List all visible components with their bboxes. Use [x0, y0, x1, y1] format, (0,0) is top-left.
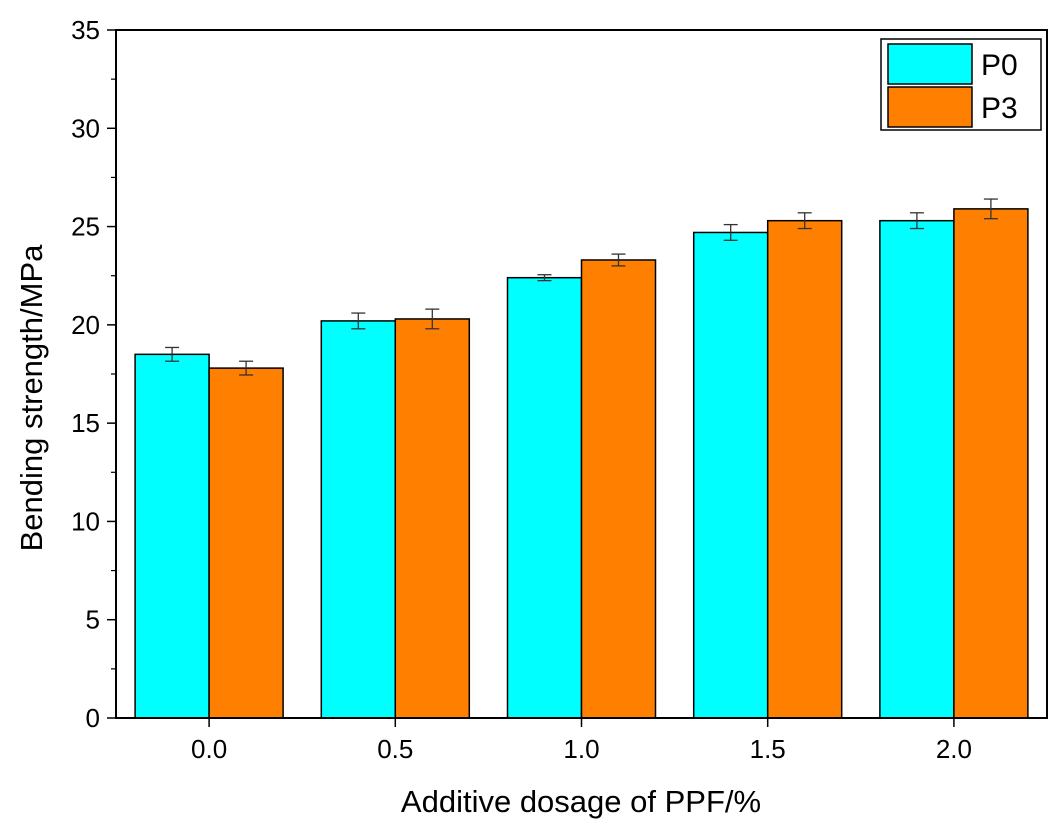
y-tick-label: 5: [86, 605, 100, 635]
y-tick-label: 15: [71, 408, 100, 438]
legend-swatch-p3: [887, 86, 973, 128]
legend-label-p3: P3: [981, 92, 1018, 125]
bar-p3-0.5: [394, 318, 471, 719]
legend-label-p0: P0: [981, 49, 1018, 82]
bar-p3-2.0: [953, 208, 1029, 719]
error-bars-layer: [165, 198, 998, 376]
x-tick-label: 1.0: [563, 734, 599, 764]
bar-p0-1.5: [692, 231, 769, 719]
x-axis-label: Additive dosage of PPF/%: [401, 784, 761, 819]
x-tick-label: 1.5: [750, 734, 786, 764]
y-axis-label: Bending strength/MPa: [14, 244, 49, 552]
bar-p3-1.5: [766, 219, 843, 719]
y-tick-label: 20: [71, 310, 100, 340]
bars-layer: [134, 208, 1029, 719]
y-tick-label: 35: [71, 15, 100, 45]
error-bar-p3-0.0: [239, 360, 254, 376]
x-tick-label: 0.0: [191, 734, 227, 764]
y-tick-label: 10: [71, 506, 100, 536]
error-bar-p3-2.0: [983, 198, 998, 220]
bar-p0-0.5: [320, 320, 397, 719]
ticks-layer: 0.0 0.5 1.0 1.5 2.0 0 5 10 15 20 25 30 35: [71, 15, 972, 764]
bar-p3-0.0: [208, 367, 284, 719]
error-bar-p0-0.5: [351, 312, 366, 330]
bar-p0-0.0: [134, 353, 210, 719]
bar-p3-1.0: [580, 259, 657, 719]
y-tick-label: 25: [71, 212, 100, 242]
error-bar-p0-2.0: [909, 212, 924, 230]
bar-p0-1.0: [506, 276, 583, 719]
error-bar-p0-1.0: [537, 274, 552, 282]
error-bar-p3-1.5: [797, 212, 812, 230]
error-bar-p0-1.5: [723, 223, 738, 241]
x-tick-label: 0.5: [377, 734, 413, 764]
bar-p0-2.0: [879, 219, 955, 719]
y-tick-label: 0: [86, 703, 100, 733]
error-bar-p0-0.0: [165, 346, 180, 362]
legend-swatch-p0: [887, 43, 973, 85]
legend: P0 P3: [880, 38, 1042, 131]
y-tick-label: 30: [71, 113, 100, 143]
error-bar-p3-0.5: [425, 308, 440, 330]
x-tick-label: 2.0: [936, 734, 972, 764]
error-bar-p3-1.0: [611, 253, 626, 267]
